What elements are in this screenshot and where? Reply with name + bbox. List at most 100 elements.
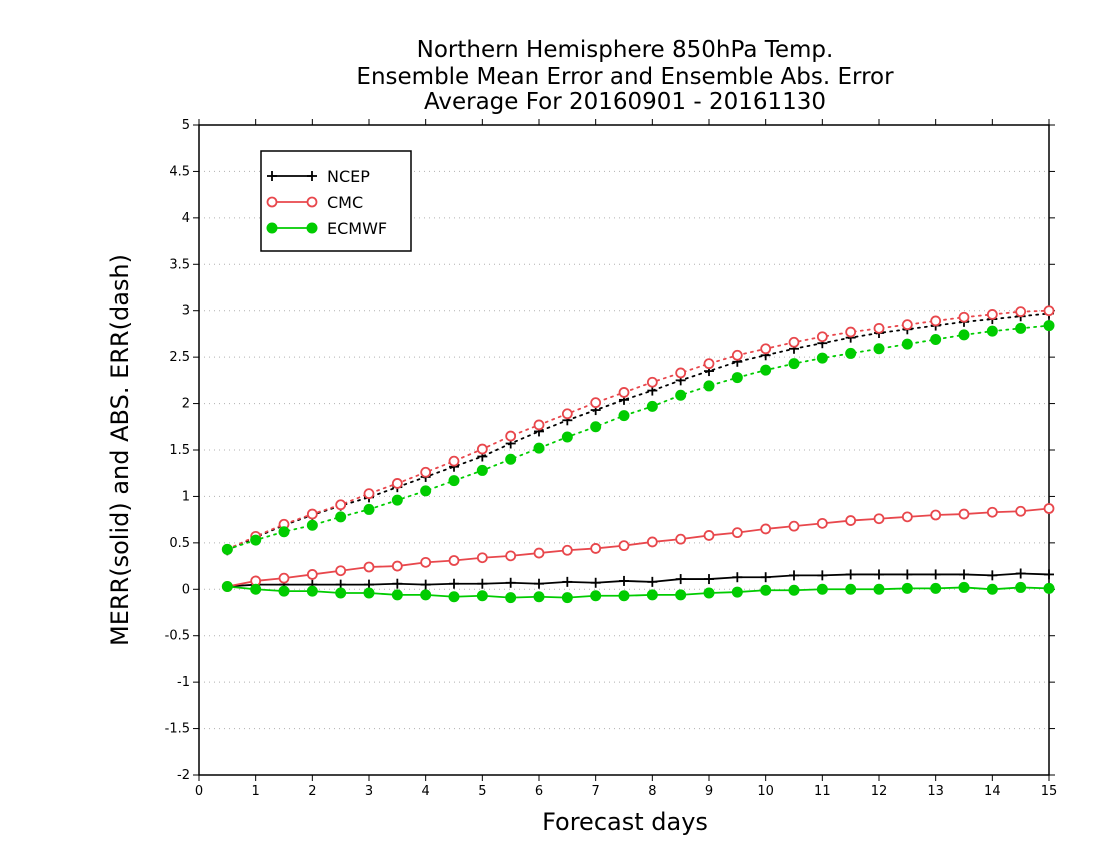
y-tick-label-9: 2.5 <box>169 350 190 365</box>
point-ncep-merr-11 <box>534 578 544 589</box>
point-ecmwf-merr-18 <box>731 586 743 598</box>
point-ecmwf-merr-12 <box>561 592 573 604</box>
y-tick-label-8: 2 <box>182 397 190 412</box>
point-cmc-merr-16 <box>675 533 687 545</box>
point-ncep-merr-9 <box>477 578 488 589</box>
y-axis-label: MERR(solid) and ABS. ERR(dash) <box>106 254 134 646</box>
point-ncep-merr-13 <box>590 577 601 588</box>
point-cmc-merr-18 <box>731 527 743 539</box>
point-cmc-abs-err-24 <box>901 319 913 331</box>
point-cmc-abs-err-16 <box>675 367 687 379</box>
point-ncep-merr-26 <box>959 569 969 580</box>
point-cmc-abs-err-9 <box>476 443 488 455</box>
point-cmc-merr-25 <box>930 509 942 521</box>
point-ecmwf-merr-28 <box>1015 581 1027 593</box>
point-cmc-abs-err-19 <box>760 343 772 355</box>
point-ecmwf-merr-21 <box>816 583 828 595</box>
point-cmc-merr-7 <box>420 556 432 568</box>
x-tick-label-7: 7 <box>592 784 600 799</box>
y-tick-label-2: -1 <box>177 675 190 690</box>
point-cmc-merr-5 <box>363 561 375 573</box>
y-tick-label-10: 3 <box>182 304 190 319</box>
point-cmc-abs-err-26 <box>958 311 970 323</box>
point-ecmwf-abs-err-7 <box>420 485 432 497</box>
point-cmc-merr-10 <box>505 550 517 562</box>
point-ecmwf-abs-err-19 <box>760 364 772 376</box>
point-ecmwf-merr-20 <box>788 584 800 596</box>
point-cmc-merr-21 <box>816 517 828 529</box>
point-cmc-abs-err-7 <box>420 466 432 478</box>
point-ncep-merr-27 <box>987 570 998 581</box>
point-cmc-abs-err-4 <box>335 499 347 511</box>
point-ecmwf-abs-err-8 <box>448 475 460 487</box>
point-cmc-abs-err-23 <box>873 322 885 334</box>
point-ecmwf-merr-4 <box>335 587 347 599</box>
point-ecmwf-abs-err-17 <box>703 380 715 392</box>
point-cmc-merr-11 <box>533 547 545 559</box>
point-cmc-merr-14 <box>618 540 630 552</box>
legend-label-ncep: NCEP <box>327 167 370 186</box>
point-ecmwf-abs-err-18 <box>731 372 743 384</box>
point-ecmwf-abs-err-11 <box>533 442 545 454</box>
point-ecmwf-merr-24 <box>901 582 913 594</box>
point-ncep-merr-6 <box>392 578 403 589</box>
point-ecmwf-merr-15 <box>646 589 658 601</box>
point-ncep-merr-14 <box>619 575 629 586</box>
point-ecmwf-merr-1 <box>250 583 262 595</box>
point-ncep-merr-21 <box>817 570 828 581</box>
point-ecmwf-merr-16 <box>675 589 687 601</box>
point-cmc-abs-err-15 <box>646 376 658 388</box>
x-tick-label-13: 13 <box>927 784 944 799</box>
legend-marker-right-ncep <box>307 171 317 181</box>
point-cmc-merr-12 <box>561 544 573 556</box>
y-tick-label-1: -1.5 <box>165 722 190 737</box>
point-ecmwf-merr-6 <box>391 589 403 601</box>
point-ecmwf-abs-err-2 <box>278 526 290 538</box>
y-tick-label-4: 0 <box>182 582 190 597</box>
point-ecmwf-abs-err-3 <box>306 519 318 531</box>
x-tick-label-3: 3 <box>365 784 373 799</box>
legend-label-cmc: CMC <box>327 193 363 212</box>
point-ecmwf-abs-err-24 <box>901 338 913 350</box>
point-ecmwf-abs-err-26 <box>958 329 970 341</box>
point-ecmwf-merr-25 <box>930 582 942 594</box>
point-cmc-merr-22 <box>845 515 857 526</box>
point-ecmwf-abs-err-16 <box>675 389 687 401</box>
point-cmc-abs-err-20 <box>788 336 800 348</box>
point-ecmwf-merr-23 <box>873 583 885 595</box>
point-cmc-merr-3 <box>306 569 318 580</box>
point-cmc-merr-19 <box>760 523 772 535</box>
x-tick-label-8: 8 <box>648 784 656 799</box>
point-ecmwf-abs-err-13 <box>590 421 602 433</box>
legend-marker-left-ncep <box>267 171 277 181</box>
y-tick-label-7: 1.5 <box>169 443 190 458</box>
point-ecmwf-merr-10 <box>505 592 517 604</box>
point-cmc-abs-err-25 <box>930 315 942 327</box>
point-cmc-abs-err-5 <box>363 488 375 500</box>
point-ecmwf-abs-err-29 <box>1043 320 1055 332</box>
point-ecmwf-merr-26 <box>958 581 970 593</box>
point-cmc-merr-28 <box>1015 505 1027 517</box>
point-ecmwf-abs-err-21 <box>816 352 828 364</box>
point-ecmwf-merr-11 <box>533 591 545 603</box>
point-cmc-merr-24 <box>901 511 913 523</box>
x-tick-label-0: 0 <box>195 784 203 799</box>
y-tick-label-11: 3.5 <box>169 257 190 272</box>
legend-marker-right-cmc <box>306 196 318 208</box>
point-ncep-merr-16 <box>675 574 686 585</box>
point-ecmwf-merr-27 <box>986 583 998 595</box>
point-ecmwf-merr-29 <box>1043 582 1055 594</box>
point-cmc-abs-err-28 <box>1015 306 1027 318</box>
point-cmc-merr-20 <box>788 520 800 532</box>
point-ecmwf-merr-17 <box>703 587 715 599</box>
point-ncep-merr-10 <box>505 577 516 588</box>
y-tick-label-12: 4 <box>182 211 190 226</box>
point-ncep-merr-15 <box>647 576 658 587</box>
x-tick-label-10: 10 <box>757 784 774 799</box>
point-ecmwf-merr-7 <box>420 589 432 601</box>
y-tick-label-6: 1 <box>182 489 190 504</box>
point-ecmwf-abs-err-10 <box>505 453 517 465</box>
point-ecmwf-abs-err-15 <box>646 400 658 412</box>
point-ecmwf-abs-err-22 <box>845 347 857 359</box>
y-tick-label-14: 5 <box>182 118 190 133</box>
